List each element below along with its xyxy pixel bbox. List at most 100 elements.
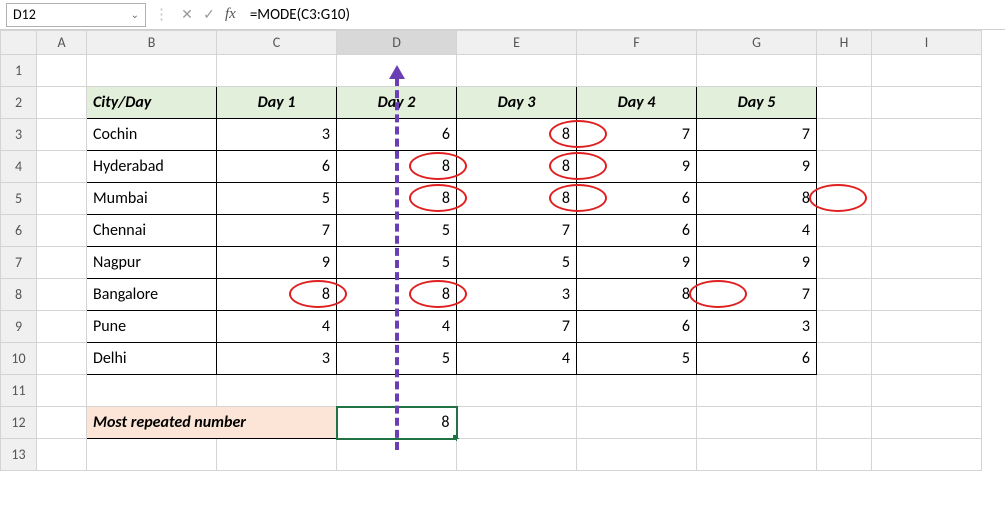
result-label-cell[interactable]: Most repeated number <box>87 407 337 439</box>
cell-city[interactable]: Cochin <box>87 119 217 151</box>
cell[interactable] <box>217 375 337 407</box>
cell[interactable] <box>37 87 87 119</box>
cell[interactable]: 7 <box>697 279 817 311</box>
cell[interactable] <box>872 247 982 279</box>
cell[interactable] <box>817 87 872 119</box>
fx-icon[interactable]: fx <box>221 6 240 23</box>
cell[interactable] <box>872 215 982 247</box>
cell[interactable] <box>457 407 577 439</box>
row-header[interactable]: 7 <box>1 247 37 279</box>
cell-city[interactable]: Mumbai <box>87 183 217 215</box>
cell[interactable]: 6 <box>577 215 697 247</box>
cell[interactable]: 7 <box>457 311 577 343</box>
cell[interactable] <box>217 439 337 471</box>
cell[interactable]: 4 <box>697 215 817 247</box>
col-header-H[interactable]: H <box>817 31 872 55</box>
row-header[interactable]: 3 <box>1 119 37 151</box>
table-header-day3[interactable]: Day 3 <box>457 87 577 119</box>
cell[interactable] <box>872 343 982 375</box>
table-header-day4[interactable]: Day 4 <box>577 87 697 119</box>
cell[interactable] <box>577 55 697 87</box>
cell[interactable]: 3 <box>697 311 817 343</box>
cell[interactable]: 7 <box>217 215 337 247</box>
cell[interactable]: 8 <box>577 279 697 311</box>
cell[interactable]: 4 <box>337 311 457 343</box>
cell-city[interactable]: Hyderabad <box>87 151 217 183</box>
cell[interactable]: 9 <box>577 151 697 183</box>
select-all-corner[interactable] <box>1 31 37 55</box>
cell[interactable] <box>337 375 457 407</box>
cell[interactable]: 3 <box>457 279 577 311</box>
col-header-C[interactable]: C <box>217 31 337 55</box>
cell[interactable] <box>37 183 87 215</box>
cell[interactable]: 7 <box>697 119 817 151</box>
cell[interactable] <box>577 439 697 471</box>
row-header[interactable]: 6 <box>1 215 37 247</box>
cell[interactable] <box>37 55 87 87</box>
col-header-G[interactable]: G <box>697 31 817 55</box>
cell[interactable] <box>37 151 87 183</box>
row-header[interactable]: 4 <box>1 151 37 183</box>
col-header-A[interactable]: A <box>37 31 87 55</box>
row-header[interactable]: 1 <box>1 55 37 87</box>
cell[interactable]: 5 <box>337 215 457 247</box>
cell[interactable] <box>577 375 697 407</box>
cell[interactable]: 8 <box>337 279 457 311</box>
cell[interactable] <box>872 55 982 87</box>
row-header[interactable]: 11 <box>1 375 37 407</box>
cell[interactable] <box>817 343 872 375</box>
cell[interactable] <box>337 55 457 87</box>
cell[interactable] <box>872 87 982 119</box>
cell-city[interactable]: Bangalore <box>87 279 217 311</box>
result-value-cell[interactable]: 8 <box>337 407 457 439</box>
col-header-B[interactable]: B <box>87 31 217 55</box>
cell[interactable] <box>697 439 817 471</box>
cell[interactable]: 5 <box>217 183 337 215</box>
cell[interactable] <box>817 183 872 215</box>
row-header[interactable]: 8 <box>1 279 37 311</box>
cell[interactable]: 5 <box>457 247 577 279</box>
cell[interactable] <box>872 375 982 407</box>
cell[interactable] <box>37 407 87 439</box>
cell[interactable] <box>817 407 872 439</box>
cell[interactable]: 8 <box>697 183 817 215</box>
cell[interactable] <box>817 439 872 471</box>
cell-city[interactable]: Pune <box>87 311 217 343</box>
table-header-day2[interactable]: Day 2 <box>337 87 457 119</box>
cell[interactable]: 5 <box>337 247 457 279</box>
cell[interactable] <box>872 279 982 311</box>
cell[interactable]: 6 <box>577 311 697 343</box>
cell[interactable]: 6 <box>577 183 697 215</box>
cell[interactable] <box>457 439 577 471</box>
cancel-icon[interactable]: ✕ <box>177 6 197 23</box>
cell[interactable] <box>87 439 217 471</box>
cell[interactable] <box>872 151 982 183</box>
cell[interactable] <box>817 247 872 279</box>
cell[interactable] <box>217 55 337 87</box>
col-header-E[interactable]: E <box>457 31 577 55</box>
cell[interactable]: 8 <box>457 183 577 215</box>
cell-city[interactable]: Nagpur <box>87 247 217 279</box>
cell[interactable] <box>457 55 577 87</box>
cell-city[interactable]: Delhi <box>87 343 217 375</box>
row-header[interactable]: 5 <box>1 183 37 215</box>
row-header[interactable]: 12 <box>1 407 37 439</box>
cell[interactable] <box>817 55 872 87</box>
cell[interactable]: 8 <box>457 151 577 183</box>
cell[interactable]: 9 <box>697 247 817 279</box>
cell[interactable] <box>872 311 982 343</box>
cell[interactable]: 8 <box>217 279 337 311</box>
cell[interactable] <box>697 55 817 87</box>
cell[interactable]: 3 <box>217 119 337 151</box>
col-header-F[interactable]: F <box>577 31 697 55</box>
cell[interactable] <box>817 375 872 407</box>
cell[interactable]: 8 <box>457 119 577 151</box>
cell[interactable] <box>577 407 697 439</box>
table-header-day5[interactable]: Day 5 <box>697 87 817 119</box>
confirm-icon[interactable]: ✓ <box>199 6 219 23</box>
cell[interactable]: 7 <box>577 119 697 151</box>
cell[interactable] <box>872 183 982 215</box>
cell[interactable] <box>872 119 982 151</box>
cell[interactable]: 6 <box>217 151 337 183</box>
cell[interactable]: 8 <box>337 151 457 183</box>
